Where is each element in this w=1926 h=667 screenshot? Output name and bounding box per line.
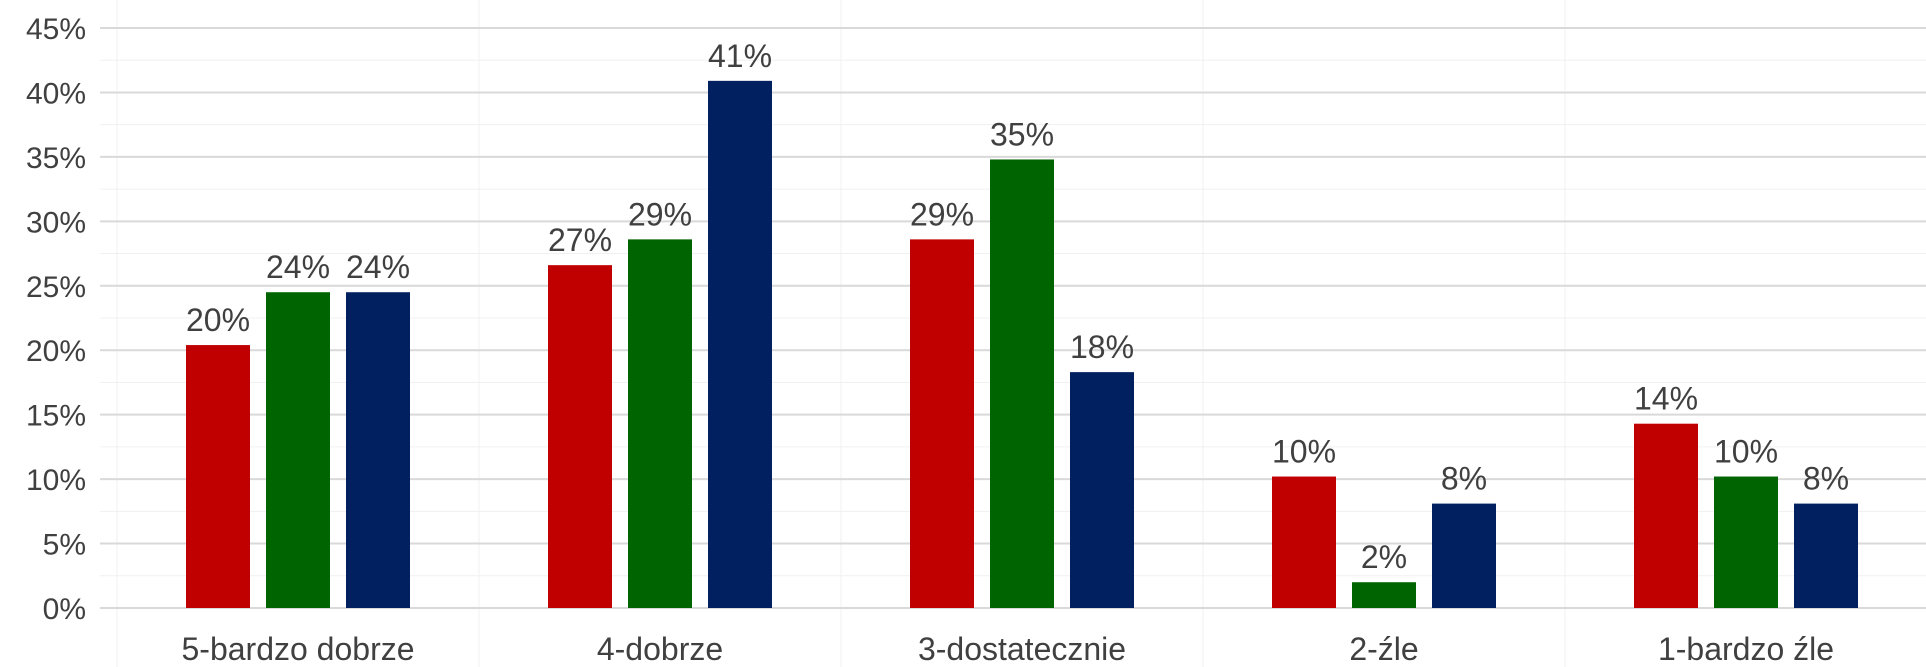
y-axis-tick-labels: 0% 5% 10% 15% 20% 25% 30% 35% 40% 45%	[26, 13, 86, 626]
bar	[266, 292, 330, 608]
data-label: 29%	[628, 196, 692, 232]
bar	[1352, 582, 1416, 608]
y-tick-label: 10%	[26, 464, 86, 497]
x-category-label: 5-bardzo dobrze	[181, 631, 414, 667]
y-tick-label: 35%	[26, 142, 86, 175]
y-tick-label: 0%	[43, 593, 86, 626]
x-category-label: 1-bardzo źle	[1658, 631, 1834, 667]
data-label: 27%	[548, 222, 612, 258]
data-label: 24%	[346, 249, 410, 285]
data-label: 41%	[708, 38, 772, 74]
y-tick-label: 15%	[26, 400, 86, 433]
y-tick-label: 5%	[43, 529, 86, 562]
data-labels: 20% 24% 24% 27% 29% 41% 29% 35% 18% 10% 2% 8% 14% 10%…	[186, 38, 1849, 575]
data-label: 8%	[1803, 461, 1849, 497]
y-tick-label: 30%	[26, 206, 86, 239]
bar	[186, 345, 250, 608]
bar	[1272, 476, 1336, 608]
bar	[1634, 423, 1698, 608]
data-label: 10%	[1714, 434, 1778, 470]
y-tick-label: 25%	[26, 271, 86, 304]
data-label: 14%	[1634, 381, 1698, 417]
data-label: 2%	[1361, 539, 1407, 575]
data-label: 8%	[1441, 461, 1487, 497]
bars	[186, 80, 1858, 609]
data-label: 10%	[1272, 434, 1336, 470]
data-label: 29%	[910, 196, 974, 232]
bar	[548, 265, 612, 608]
bar	[628, 239, 692, 608]
x-category-label: 3-dostatecznie	[918, 631, 1126, 667]
y-tick-label: 40%	[26, 77, 86, 110]
data-label: 18%	[1070, 329, 1134, 365]
x-category-label: 4-dobrze	[597, 631, 723, 667]
bar	[910, 239, 974, 608]
bar	[1794, 503, 1858, 608]
y-tick-label: 20%	[26, 335, 86, 368]
data-label: 20%	[186, 302, 250, 338]
bar	[708, 80, 772, 609]
bar	[1714, 476, 1778, 608]
data-label: 24%	[266, 249, 330, 285]
data-label: 35%	[990, 116, 1054, 152]
bar	[990, 159, 1054, 608]
x-category-label: 2-źle	[1349, 631, 1418, 667]
bar	[346, 292, 410, 608]
bar	[1432, 503, 1496, 608]
y-tick-label: 45%	[26, 13, 86, 46]
x-axis-category-labels: 5-bardzo dobrze 4-dobrze 3-dostatecznie 2-ź…	[181, 631, 1834, 667]
bar	[1070, 372, 1134, 608]
